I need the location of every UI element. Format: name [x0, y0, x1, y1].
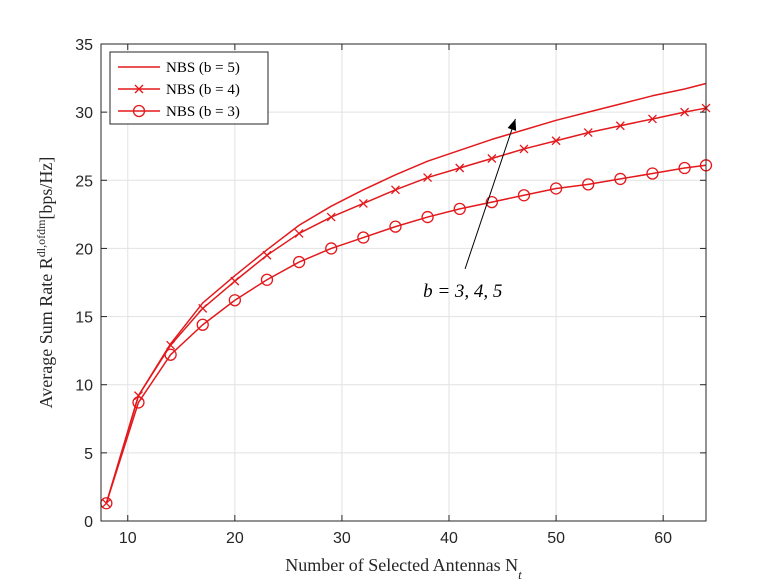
x-tick-label: 40: [440, 530, 458, 547]
marker-circle: [325, 242, 338, 255]
marker-circle: [196, 318, 209, 331]
marker-x: [583, 128, 593, 138]
marker-circle: [678, 161, 691, 175]
marker-x: [294, 228, 304, 238]
marker-circle: [517, 189, 531, 202]
marker-x: [423, 173, 433, 183]
marker-x: [262, 250, 272, 260]
marker-circle: [132, 396, 145, 409]
marker-circle: [292, 255, 306, 269]
annotation-arrow-head: [507, 118, 517, 131]
y-tick-label: 5: [84, 446, 93, 463]
marker-x: [230, 276, 240, 286]
annotation-arrow-line: [464, 118, 516, 270]
legend: NBS (b = 5) NBS (b = 4) NBS (b = 3): [109, 51, 269, 125]
x-tick-label: 20: [226, 530, 244, 547]
marker-x: [198, 303, 208, 313]
legend-label: NBS (b = 5): [166, 60, 240, 76]
annotation-label: b = 3, 4, 5: [423, 281, 502, 302]
annotation: b = 3, 4, 5: [423, 118, 517, 302]
marker-x: [326, 212, 336, 222]
legend-label: NBS (b = 3): [166, 104, 240, 120]
y-tick-label: 35: [75, 37, 93, 54]
y-tick-label: 30: [75, 105, 93, 122]
series-3: [100, 159, 713, 510]
series-line: [105, 107, 707, 504]
y-tick-label: 15: [75, 310, 93, 327]
marker-x: [648, 114, 657, 124]
marker-circle: [453, 202, 466, 216]
y-tick-label: 10: [75, 378, 93, 395]
marker-circle: [389, 220, 402, 233]
legend-box: [109, 51, 269, 125]
legend-entry: NBS (b = 4): [118, 82, 240, 98]
series-layer: [100, 82, 713, 510]
marker-circle: [582, 178, 595, 191]
series-1: [105, 82, 707, 504]
marker-x: [101, 498, 111, 508]
x-tick-label: 50: [547, 530, 565, 547]
marker-circle: [485, 195, 498, 209]
legend-label: NBS (b = 4): [166, 82, 240, 98]
y-tick-label: 25: [75, 173, 93, 190]
marker-x: [455, 163, 465, 173]
marker-circle: [549, 182, 563, 195]
marker-x: [391, 185, 400, 195]
series-line: [105, 82, 707, 504]
marker-x: [615, 121, 625, 131]
legend-entry: NBS (b = 5): [118, 60, 240, 76]
y-tick-label: 20: [75, 241, 93, 258]
ticks: 10 20 30 40 50 60 0 5 10 15 20 25 30 35: [75, 37, 706, 547]
marker-x: [134, 84, 144, 94]
marker-circle: [614, 172, 627, 186]
x-tick-label: 10: [119, 530, 137, 547]
marker-x: [358, 198, 368, 208]
marker-x: [519, 144, 529, 154]
marker-x: [166, 340, 176, 350]
marker-circle: [132, 104, 146, 118]
plot-frame: [100, 43, 707, 522]
marker-circle: [421, 210, 434, 224]
x-tick-label: 30: [333, 530, 351, 547]
y-axis-label: Average Sum Rate Rdl,ofdm[bps/Hz]: [34, 157, 56, 409]
x-tick-label: 60: [654, 530, 672, 547]
marker-circle: [260, 273, 274, 286]
marker-circle: [164, 348, 177, 361]
marker-x: [487, 154, 497, 163]
y-tick-label: 0: [84, 514, 93, 531]
x-axis-label: Number of Selected Antennas Nt: [285, 555, 522, 582]
marker-x: [680, 107, 690, 117]
marker-circle: [357, 231, 370, 244]
series-2: [101, 103, 711, 508]
marker-circle: [646, 167, 659, 180]
marker-circle: [228, 294, 241, 307]
legend-entry: NBS (b = 3): [118, 104, 240, 120]
marker-x: [551, 136, 561, 146]
